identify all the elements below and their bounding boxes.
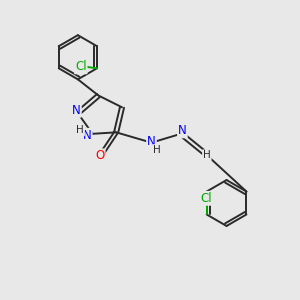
Text: N: N xyxy=(178,124,187,137)
Text: H: H xyxy=(76,125,84,135)
Text: O: O xyxy=(95,149,105,162)
Text: N: N xyxy=(147,135,156,148)
Text: Cl: Cl xyxy=(201,192,212,205)
Text: H: H xyxy=(203,150,211,160)
Text: H: H xyxy=(154,145,161,155)
Text: Cl: Cl xyxy=(75,60,87,73)
Text: N: N xyxy=(72,104,81,117)
Text: N: N xyxy=(83,129,92,142)
